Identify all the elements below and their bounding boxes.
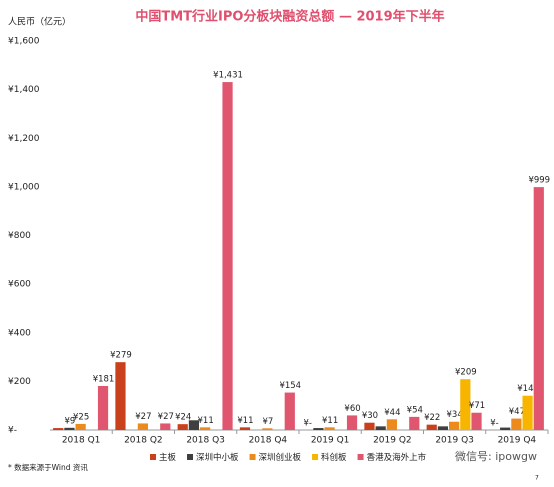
- bar: [364, 422, 375, 430]
- x-tick-label: 2018 Q4: [249, 436, 288, 446]
- data-label: ¥47: [509, 407, 525, 417]
- data-label: ¥54: [407, 405, 423, 415]
- bar: [437, 426, 449, 430]
- y-axis-title: 人民币（亿元）: [8, 16, 71, 28]
- bar: [375, 426, 386, 430]
- bar: [75, 423, 86, 430]
- bar: [426, 424, 437, 430]
- data-label: ¥24: [175, 413, 191, 423]
- legend-label: 科创板: [321, 452, 347, 463]
- data-label: ¥60: [344, 404, 360, 414]
- data-label: ¥999: [528, 176, 550, 186]
- x-tick-label: 2018 Q1: [62, 436, 101, 446]
- chart-title: 中国TMT行业IPO分板块融资总额 — 2019年下半年: [135, 9, 444, 25]
- data-label: ¥30: [362, 411, 378, 421]
- data-label: ¥25: [73, 412, 89, 422]
- bar: [137, 423, 148, 430]
- data-label: ¥71: [469, 401, 485, 411]
- bar: [449, 421, 460, 430]
- data-label: ¥34: [447, 410, 463, 420]
- legend-label: 主板: [159, 452, 177, 463]
- data-label: ¥9: [65, 416, 76, 426]
- data-label: ¥27: [135, 412, 151, 422]
- legend-label: 深圳中小板: [196, 452, 239, 463]
- y-tick-label: ¥1,400: [8, 85, 40, 95]
- data-label: ¥-: [490, 419, 498, 429]
- bar: [188, 420, 200, 430]
- data-label: ¥141: [517, 384, 539, 394]
- bar: [313, 428, 324, 430]
- bar: [460, 379, 471, 430]
- legend-swatch: [249, 454, 256, 460]
- data-label: ¥1,431: [213, 71, 243, 81]
- bar: [239, 427, 251, 430]
- x-tick-label: 2018 Q2: [124, 436, 163, 446]
- bar: [533, 187, 544, 430]
- y-tick-label: ¥600: [8, 280, 31, 290]
- bar: [53, 428, 64, 430]
- data-label: ¥209: [455, 368, 477, 378]
- y-tick-label: ¥1,600: [8, 37, 40, 47]
- bar: [115, 362, 126, 430]
- bar: [324, 427, 335, 430]
- bar: [500, 427, 511, 430]
- bar: [222, 82, 233, 430]
- bar: [284, 392, 295, 430]
- data-label: ¥7: [262, 417, 273, 427]
- bar: [177, 424, 188, 430]
- bar: [64, 427, 75, 430]
- bar: [262, 428, 273, 430]
- bar: [409, 416, 420, 430]
- y-tick-label: ¥800: [8, 231, 31, 241]
- legend-label: 深圳创业板: [259, 452, 302, 463]
- legend-label: 香港及海外上市: [367, 452, 427, 463]
- data-label: ¥44: [384, 408, 400, 418]
- x-tick-label: 2019 Q3: [435, 436, 474, 446]
- data-label: ¥-: [303, 419, 311, 429]
- legend-swatch: [187, 454, 194, 460]
- y-tick-label: ¥200: [8, 377, 31, 387]
- bar: [97, 385, 109, 430]
- y-tick-label: ¥400: [8, 328, 31, 338]
- bar: [386, 419, 397, 430]
- x-tick-label: 2018 Q3: [186, 436, 225, 446]
- legend-swatch: [312, 454, 319, 460]
- bar: [471, 412, 482, 430]
- bar: [346, 415, 358, 430]
- watermark: 微信号: ipowgw: [455, 449, 537, 463]
- x-tick-label: 2019 Q2: [373, 436, 412, 446]
- y-tick-label: ¥-: [8, 426, 17, 436]
- footnote: * 数据来源于Wind 资讯: [8, 462, 88, 472]
- x-tick-label: 2019 Q1: [311, 436, 350, 446]
- data-label: ¥11: [198, 416, 214, 426]
- data-label: ¥27: [158, 412, 174, 422]
- y-tick-label: ¥1,200: [8, 134, 40, 144]
- page-number: 7: [535, 475, 539, 482]
- legend-swatch: [150, 454, 156, 460]
- bar: [160, 423, 171, 430]
- legend-swatch: [357, 454, 364, 460]
- y-tick-label: ¥1,000: [8, 182, 40, 192]
- data-label: ¥11: [237, 416, 253, 426]
- bar: [511, 418, 522, 430]
- data-label: ¥11: [322, 416, 338, 426]
- data-label: ¥22: [424, 413, 440, 423]
- bar: [200, 427, 211, 430]
- data-label: ¥279: [110, 351, 132, 361]
- data-label: ¥181: [93, 374, 115, 384]
- bar: [522, 395, 533, 430]
- data-label: ¥154: [279, 381, 301, 391]
- x-tick-label: 2019 Q4: [498, 436, 537, 446]
